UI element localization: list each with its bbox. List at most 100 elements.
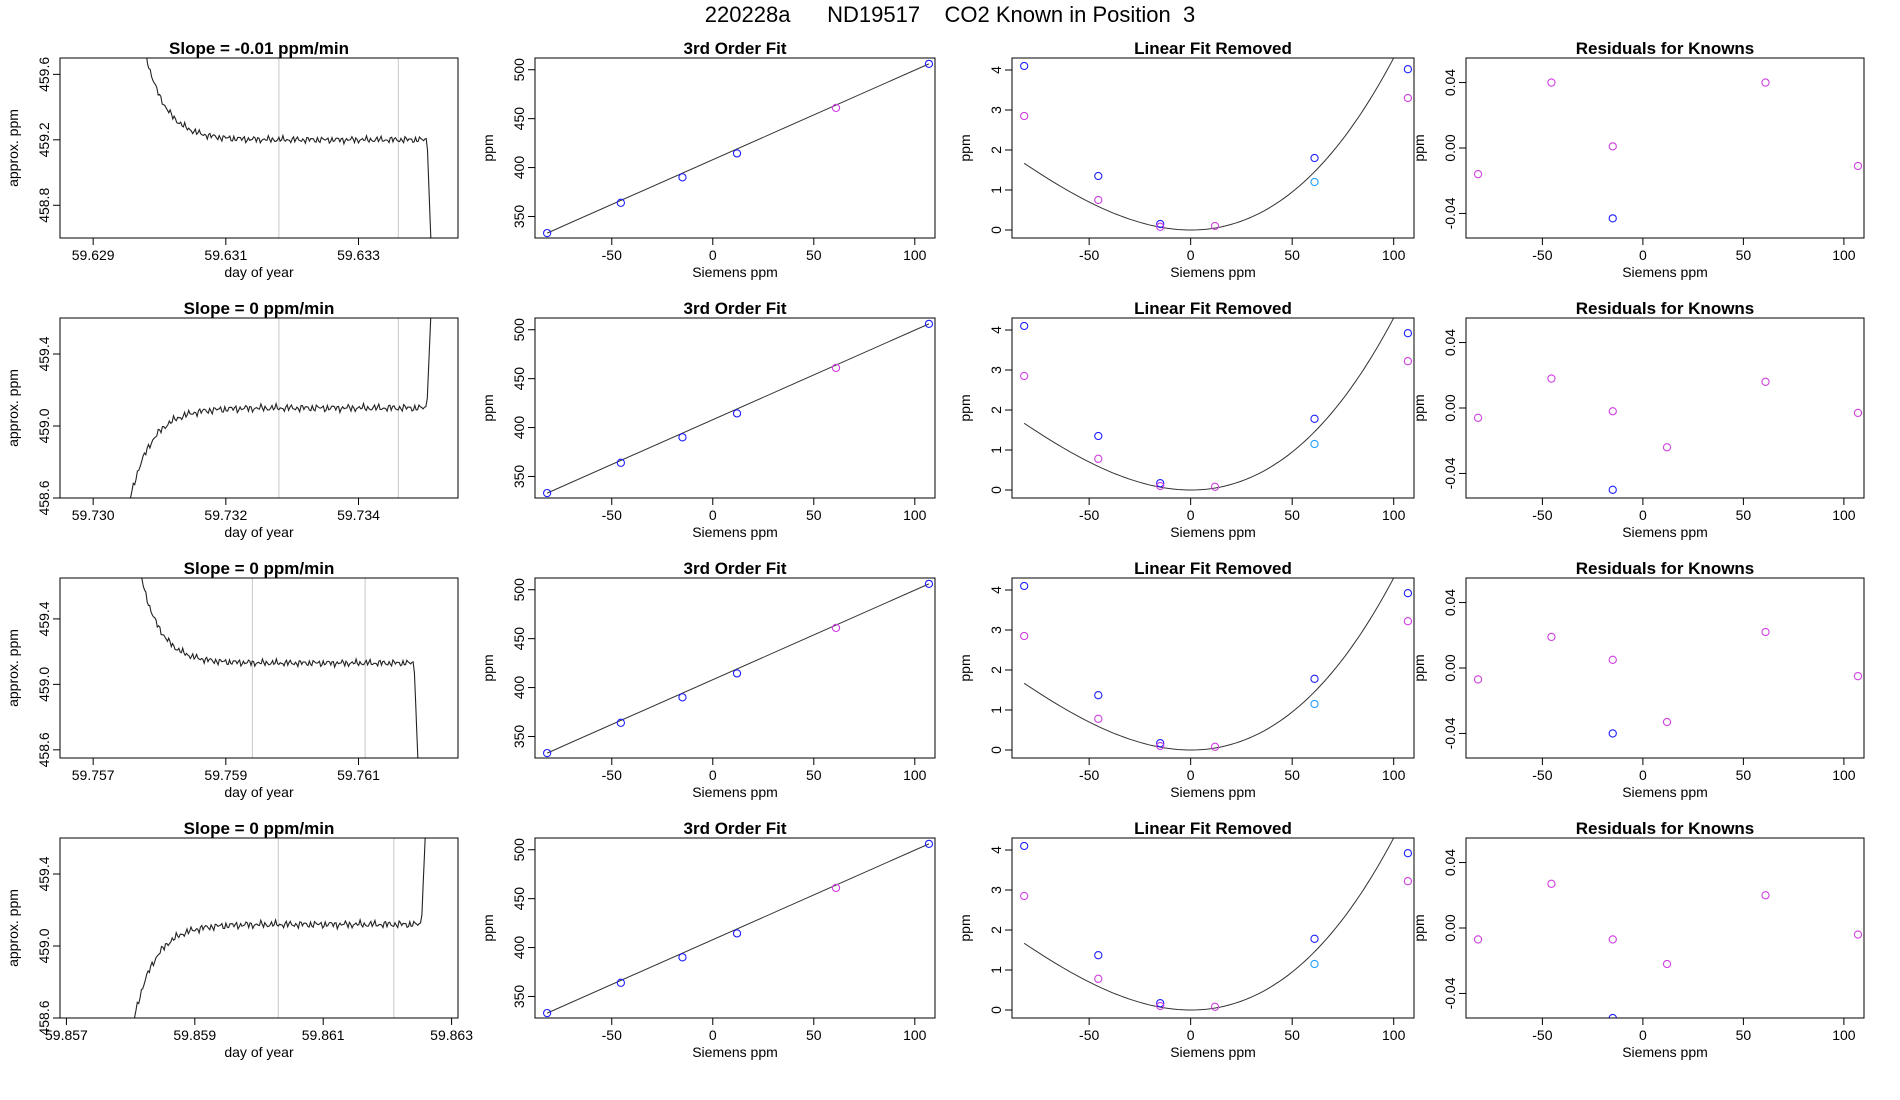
data-point (1853, 408, 1863, 418)
data-point (1156, 739, 1165, 748)
x-tick-label: 59.629 (72, 247, 115, 263)
x-tick-label: 100 (903, 247, 927, 263)
data-point (1473, 935, 1483, 944)
x-tick-label: -50 (1079, 507, 1099, 523)
plot-area (146, 58, 432, 238)
y-tick-label: 2 (988, 406, 1004, 414)
data-point (1210, 221, 1220, 231)
x-tick-label: 0 (1639, 767, 1647, 783)
x-axis-label: Siemens ppm (1170, 1044, 1256, 1060)
data-point (1310, 177, 1319, 187)
panel-6: 3rd Order Fit -50 0 50 100 350 400 450 500 Siemen… (480, 299, 936, 540)
x-tick-label: 0 (1639, 247, 1647, 263)
x-tick-label: -50 (602, 1027, 622, 1043)
fit-curve (1023, 58, 1395, 231)
panel-12: Residuals for Knowns -50 0 50 100 -0.04 0.00 0.… (1411, 559, 1865, 800)
x-tick-label: 100 (1382, 507, 1406, 523)
x-axis-label: Siemens ppm (1170, 524, 1256, 540)
data-point (1094, 714, 1103, 723)
panel-frame (59, 577, 459, 759)
data-point (1156, 479, 1165, 488)
y-tick-label: 350 (511, 465, 527, 489)
plot-area (133, 838, 426, 1018)
x-tick-label: -50 (1079, 767, 1099, 783)
y-axis-label: ppm (480, 654, 496, 681)
data-point (1094, 974, 1103, 983)
y-axis-label: approx. ppm (5, 629, 21, 707)
plot-area (1020, 578, 1413, 751)
data-point (1608, 729, 1617, 738)
x-tick-label: 100 (1382, 1027, 1406, 1043)
data-point (1156, 1001, 1165, 1011)
y-tick-label: 0 (988, 746, 1004, 754)
data-point (1156, 741, 1165, 751)
data-point (1094, 195, 1103, 205)
panel-2: 3rd Order Fit -50 0 50 100 350 400 450 500 Siemen… (480, 39, 936, 280)
panel-frame (59, 57, 459, 239)
y-axis-label: ppm (1411, 134, 1427, 161)
data-point (1761, 78, 1770, 87)
y-tick-label: 0.04 (1442, 589, 1458, 616)
data-point (1761, 377, 1770, 386)
y-tick-label: 500 (511, 578, 527, 602)
data-point (1403, 877, 1413, 886)
data-point (1662, 959, 1672, 969)
data-point (1403, 93, 1413, 103)
y-axis-label: ppm (957, 914, 973, 941)
x-tick-label: 0 (709, 767, 717, 783)
y-tick-label: 3 (988, 886, 1004, 894)
panel-frame (1465, 577, 1865, 759)
panel-15: Linear Fit Removed -50 0 50 100 0 1 2 3 4 Siemens … (957, 819, 1415, 1060)
plot-area (1020, 318, 1413, 491)
y-axis-label: ppm (957, 134, 973, 161)
y-tick-label: 0.04 (1442, 69, 1458, 96)
x-tick-label: 100 (903, 507, 927, 523)
data-point (1547, 632, 1556, 642)
panel-frame (1465, 317, 1865, 499)
panel-title: Slope = 0 ppm/min (184, 819, 335, 838)
data-point (1310, 153, 1319, 163)
data-point (1020, 841, 1029, 851)
y-tick-label: 350 (511, 985, 527, 1009)
data-point (924, 579, 934, 589)
x-tick-label: 50 (1284, 1027, 1300, 1043)
data-point (1853, 672, 1863, 681)
data-point (1608, 214, 1617, 223)
x-tick-label: 50 (806, 1027, 822, 1043)
data-point (1210, 482, 1220, 491)
panel-frame (1465, 57, 1865, 239)
y-tick-label: 0 (988, 1006, 1004, 1014)
data-point (1761, 891, 1770, 900)
data-point (616, 198, 626, 207)
y-tick-label: 400 (511, 676, 527, 700)
data-point (732, 929, 742, 938)
data-point (542, 748, 552, 758)
data-point (1608, 655, 1617, 664)
x-tick-label: 59.730 (72, 507, 115, 523)
y-tick-label: 458.8 (36, 188, 52, 223)
x-axis-label: day of year (224, 264, 294, 280)
y-tick-label: 459.4 (36, 601, 52, 636)
y-tick-label: 0 (988, 226, 1004, 234)
x-tick-label: -50 (1079, 1027, 1099, 1043)
y-tick-label: 459.4 (36, 336, 52, 371)
data-point (1310, 414, 1319, 423)
data-point (1403, 589, 1413, 598)
panel-title: Linear Fit Removed (1134, 39, 1292, 58)
panel-frame (534, 837, 936, 1019)
x-tick-label: 59.631 (204, 247, 247, 263)
plot-area (1473, 78, 1863, 223)
y-tick-label: 450 (511, 627, 527, 651)
x-axis-label: Siemens ppm (1622, 1044, 1708, 1060)
panel-frame (59, 317, 459, 499)
data-point (1473, 675, 1483, 684)
data-point (1310, 959, 1319, 969)
y-tick-label: -0.04 (1442, 457, 1458, 489)
y-tick-label: 3 (988, 626, 1004, 634)
data-point (1020, 631, 1029, 641)
data-point (1094, 951, 1103, 960)
x-tick-label: 50 (1284, 767, 1300, 783)
y-tick-label: 1 (988, 966, 1004, 974)
x-tick-label: 0 (1187, 1027, 1195, 1043)
